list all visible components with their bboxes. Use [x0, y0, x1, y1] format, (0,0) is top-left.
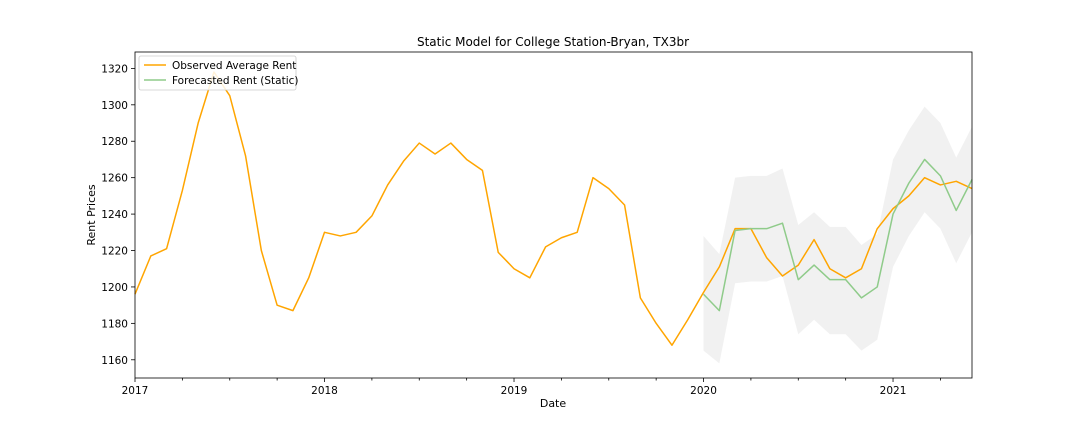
x-axis-ticks: 2017 2018 2019 2020 2021 [122, 378, 941, 397]
chart-title: Static Model for College Station-Bryan, … [417, 35, 689, 49]
x-tick-label: 2017 [122, 385, 149, 397]
y-tick-label: 1260 [101, 173, 128, 185]
x-tick-label: 2021 [880, 385, 907, 397]
y-tick-label: 1180 [101, 318, 128, 330]
y-tick-label: 1280 [101, 136, 128, 148]
observed-rent-line [134, 71, 973, 346]
y-tick-label: 1200 [101, 282, 128, 294]
x-tick-label: 2020 [690, 385, 717, 397]
y-tick-label: 1160 [101, 355, 128, 367]
y-tick-label: 1220 [101, 246, 128, 258]
confidence-band-series-1 [703, 106, 972, 364]
confidence-band-layer [703, 106, 972, 364]
series-lines-layer [134, 71, 973, 346]
x-tick-label: 2018 [311, 385, 338, 397]
y-tick-label: 1300 [101, 100, 128, 112]
plot-area-frame [134, 51, 973, 379]
x-tick-label: 2019 [501, 385, 528, 397]
y-axis-ticks: 1160 1180 1200 1220 1240 1260 1280 1300 1320 [101, 63, 135, 367]
chart-legend: Observed Average Rent Forecasted Rent (S… [138, 55, 299, 91]
legend-label-forecast: Forecasted Rent (Static) [172, 75, 299, 87]
y-tick-label: 1320 [101, 63, 128, 75]
forecast-rent-line [702, 158, 973, 312]
y-tick-label: 1240 [101, 209, 128, 221]
legend-label-observed: Observed Average Rent [172, 60, 296, 72]
legend-box [138, 55, 297, 91]
y-axis-label: Rent Prices [85, 184, 98, 246]
x-axis-label: Date [540, 397, 567, 410]
